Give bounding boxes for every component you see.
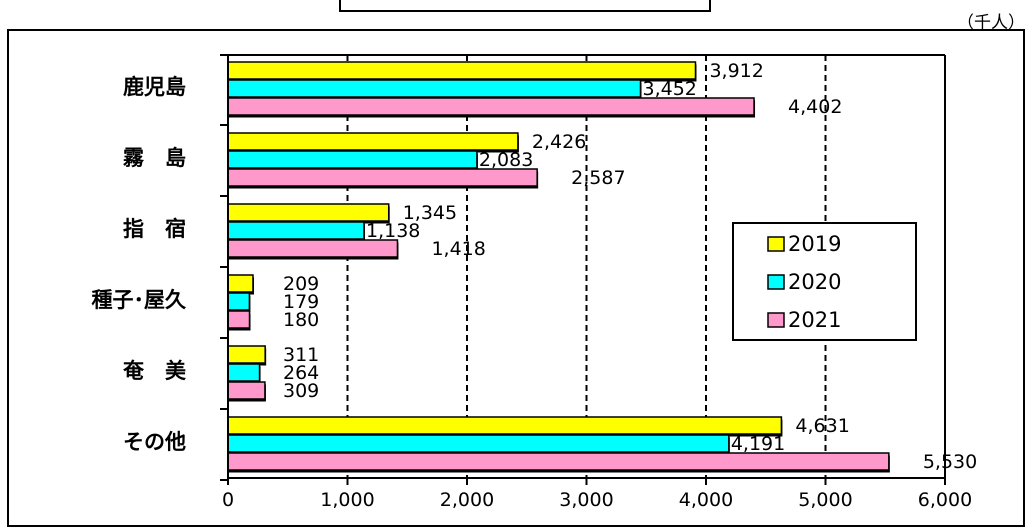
x-tick-label-2000: 2,000 [440,489,494,511]
legend-label-2021: 2021 [788,308,841,332]
bar-2019-1 [227,132,519,151]
bar-2021-4 [227,381,266,400]
value-label-2020-2: 1,138 [366,220,420,242]
tick-labels: 0 1,000 2,000 3,000 4,000 5,000 6,000 [222,489,972,511]
bar-2019-3 [227,274,254,293]
bar-2019-4 [227,345,266,364]
value-label-2020-3: 179 [283,291,319,313]
legend-label-2020: 2020 [788,270,841,294]
value-label-2020-4: 264 [283,362,319,384]
bar-2020-3 [227,292,251,311]
bar-2020-0 [227,79,642,98]
bar-2020-4 [227,363,261,382]
legend-box [732,222,917,341]
category-label-4: 奄 美 [123,359,186,383]
category-label-1: 霧 島 [122,146,186,170]
value-label-2021-5: 5,530 [923,451,977,473]
legend: 2019 2020 2021 [732,222,917,341]
category-label-5: その他 [123,430,186,454]
x-tick-label-0: 0 [222,489,234,511]
legend-swatch-2021 [767,312,785,328]
axes [220,54,946,485]
value-label-2019-0: 3,912 [709,60,763,82]
bar-2020-5 [227,434,730,453]
bars [227,61,890,473]
bar-2021-1 [227,168,538,187]
legend-swatch-2020 [767,274,785,290]
bar-2021-2 [227,239,399,258]
bar-2021-5 [227,452,890,471]
value-label-2021-0: 4,402 [788,96,842,118]
value-label-2019-5: 4,631 [795,415,849,437]
category-label-0: 鹿児島 [123,75,186,99]
value-label-2021-3: 180 [283,309,319,331]
value-label-2019-3: 209 [283,273,319,295]
bar-2020-2 [227,221,365,240]
bar-2021-0 [227,97,755,116]
bar-2020-1 [227,150,478,169]
x-tick-label-6000: 6,000 [918,489,972,511]
x-tick-label-4000: 4,000 [679,489,733,511]
value-label-2020-1: 2,083 [479,149,533,171]
x-tick-label-5000: 5,000 [798,489,852,511]
value-label-2021-2: 1,418 [431,238,485,260]
bar-2021-3 [227,310,251,329]
value-label-2020-5: 4,191 [731,433,785,455]
category-label-3: 種子･屋久 [92,288,187,312]
value-label-2020-0: 3,452 [643,78,697,100]
bar-2019-5 [227,416,783,435]
value-label-2021-4: 309 [283,380,319,402]
chart-area-border [7,29,1025,527]
value-label-2019-2: 1,345 [403,202,457,224]
category-label-2: 指 宿 [123,217,186,241]
unit-label: （千人） [957,13,1025,33]
value-label-2021-1: 2,587 [571,167,625,189]
value-label-2019-1: 2,426 [532,131,586,153]
legend-swatch-2019 [767,236,785,252]
value-label-2019-4: 311 [283,344,319,366]
bar-2019-0 [227,61,697,80]
legend-label-2019: 2019 [788,232,841,256]
chart-title-box [339,0,711,12]
x-tick-label-1000: 1,000 [320,489,374,511]
bar-2019-2 [227,203,390,222]
x-tick-label-3000: 3,000 [559,489,613,511]
